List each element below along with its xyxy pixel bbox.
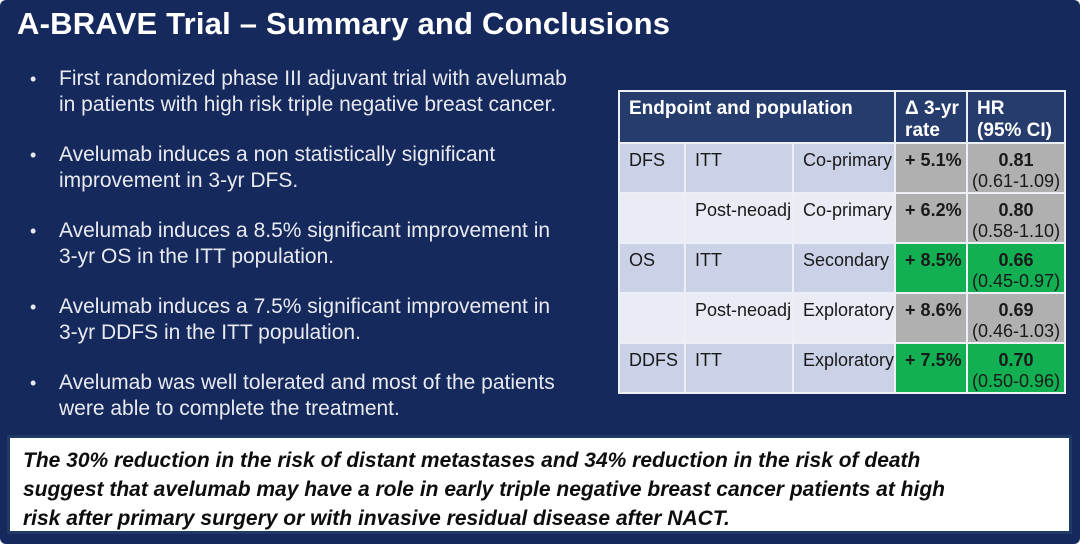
table-row: Post-neoadj Co-primary + 6.2% 0.80 (0.58… [618,192,1067,244]
bullet-line: First randomized phase III adjuvant tria… [59,67,567,90]
header-endpoint-population: Endpoint and population [617,90,897,144]
bullet-line: 3-yr OS in the ITT population. [59,245,335,268]
endpoint-results-table: Endpoint and population Δ 3-yr rate HR (… [617,90,1067,394]
bullet-line: 3-yr DDFS in the ITT population. [59,321,361,344]
cell-delta: + 6.2% [894,192,969,244]
cell-population: ITT [684,142,794,194]
table-row: DDFS ITT Exploratory + 7.5% 0.70 (0.50-0… [618,342,1067,394]
bullet-item: • Avelumab was well tolerated and most o… [30,370,605,422]
cell-population: ITT [684,242,794,294]
cell-delta: + 8.6% [894,292,969,344]
cell-endpoint: DDFS [618,342,686,394]
bullet-line: improvement in 3-yr DFS. [59,169,299,192]
bullet-line: in patients with high risk triple negati… [59,93,557,116]
cell-population: ITT [684,342,794,394]
cell-hr: 0.69 (0.46-1.03) [966,292,1067,344]
bullet-line: Avelumab was well tolerated and most of … [59,371,555,394]
slide-title: A-BRAVE Trial – Summary and Conclusions [17,6,671,41]
bullet-item: • Avelumab induces a 8.5% significant im… [30,218,605,270]
conclusion-line: suggest that avelumab may have a role in… [23,478,945,501]
cell-endpoint: DFS [618,142,686,194]
cell-role: Co-primary [791,142,897,194]
conclusion-line: The 30% reduction in the risk of distant… [23,449,921,472]
bullet-line: were able to complete the treatment. [59,397,400,420]
cell-delta: + 8.5% [894,242,969,294]
table-header-row: Endpoint and population Δ 3-yr rate HR (… [617,90,1067,144]
bullet-marker-icon: • [30,373,37,393]
header-delta-3yr-rate: Δ 3-yr rate [894,90,969,144]
cell-delta: + 5.1% [894,142,969,194]
table-row: Post-neoadj Exploratory + 8.6% 0.69 (0.4… [618,292,1067,344]
cell-endpoint [618,192,686,244]
bullet-marker-icon: • [30,297,37,317]
cell-population: Post-neoadj [684,292,794,344]
cell-delta: + 7.5% [894,342,969,394]
bullet-item: • Avelumab induces a non statistically s… [30,142,605,194]
cell-hr: 0.81 (0.61-1.09) [966,142,1067,194]
cell-endpoint: OS [618,242,686,294]
cell-role: Co-primary [791,192,897,244]
cell-hr: 0.66 (0.45-0.97) [966,242,1067,294]
cell-endpoint [618,292,686,344]
conclusion-line: risk after primary surgery or with invas… [23,507,730,530]
conclusion-box: The 30% reduction in the risk of distant… [7,435,1072,534]
bullet-line: Avelumab induces a non statistically sig… [59,143,496,166]
bullet-line: Avelumab induces a 7.5% significant impr… [59,295,551,318]
cell-role: Exploratory [791,292,897,344]
cell-role: Exploratory [791,342,897,394]
cell-role: Secondary [791,242,897,294]
header-hr-95ci: HR (95% CI) [966,90,1067,144]
bullet-item: • First randomized phase III adjuvant tr… [30,66,605,118]
bullet-line: Avelumab induces a 8.5% significant impr… [59,219,551,242]
table-row: OS ITT Secondary + 8.5% 0.66 (0.45-0.97) [618,242,1067,294]
bullet-item: • Avelumab induces a 7.5% significant im… [30,294,605,346]
cell-hr: 0.80 (0.58-1.10) [966,192,1067,244]
table-row: DFS ITT Co-primary + 5.1% 0.81 (0.61-1.0… [618,142,1067,194]
bullet-marker-icon: • [30,145,37,165]
bullet-marker-icon: • [30,221,37,241]
bullet-marker-icon: • [30,69,37,89]
cell-population: Post-neoadj [684,192,794,244]
cell-hr: 0.70 (0.50-0.96) [966,342,1067,394]
bullet-list: • First randomized phase III adjuvant tr… [30,66,605,446]
